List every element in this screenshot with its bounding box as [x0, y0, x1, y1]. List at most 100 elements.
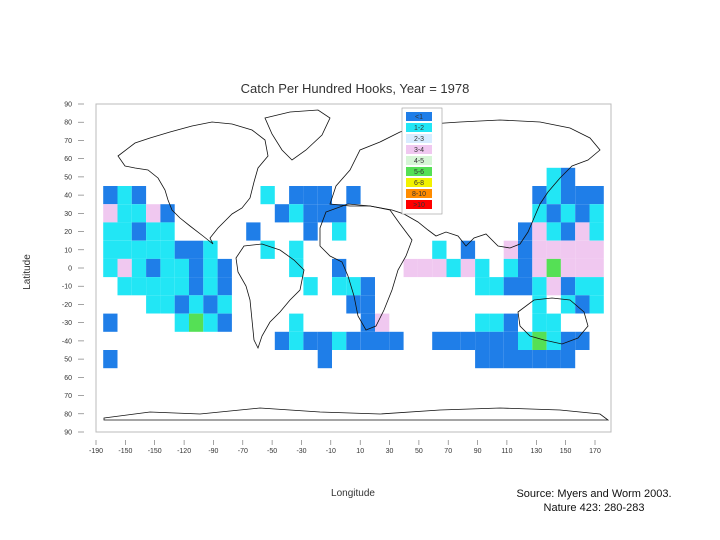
catch-cell — [332, 331, 347, 350]
catch-cell — [117, 204, 132, 223]
x-axis-ticks: -190 -150 -150 -120 -90 -70 -50 -30 -10 10 30 50 70 9… — [89, 440, 601, 455]
catch-cell — [532, 295, 547, 314]
catch-cell — [146, 222, 161, 241]
catch-cell — [575, 204, 590, 223]
catch-cell — [417, 258, 433, 278]
catch-cell — [532, 331, 547, 350]
legend-label: 3-4 — [414, 147, 424, 154]
catch-cell — [546, 204, 561, 223]
x-axis-label: Longitude — [331, 488, 375, 499]
catch-cell — [560, 258, 576, 278]
chart-title: Catch Per Hundred Hooks, Year = 1978 — [241, 81, 470, 96]
legend-swatch — [406, 145, 432, 154]
catch-cell — [360, 331, 375, 350]
y-tick-label: 70 — [64, 138, 72, 145]
catch-cell — [532, 258, 547, 278]
catch-cell — [575, 258, 590, 278]
catch-cell — [160, 258, 175, 278]
x-tick-label: -120 — [177, 448, 191, 455]
y-axis-ticks: 90 80 70 60 50 40 30 20 10 0 -10 -20 -30 -40 50 60 70 80 9… — [62, 102, 84, 437]
catch-cell — [503, 277, 518, 296]
catch-cell — [546, 331, 561, 350]
catch-cell — [203, 313, 218, 332]
catch-cell — [460, 240, 476, 259]
catch-cell — [475, 277, 490, 296]
catch-cell — [460, 331, 476, 350]
legend-label: 6-8 — [414, 180, 424, 187]
catch-cell — [131, 277, 147, 296]
catch-cell — [303, 222, 318, 241]
catch-cell — [518, 240, 533, 259]
catch-cell — [103, 258, 118, 278]
catch-cell — [174, 295, 189, 314]
australia-outline — [517, 297, 589, 345]
catch-cell — [332, 222, 347, 241]
catch-cell — [532, 350, 547, 369]
x-tick-label: 110 — [501, 448, 512, 455]
x-tick-label: -90 — [208, 448, 218, 455]
catch-cell — [289, 186, 304, 205]
catch-cell — [546, 240, 561, 259]
catch-cell — [189, 277, 204, 296]
legend-label: >10 — [413, 202, 425, 209]
source-line-2: Nature 423: 280-283 — [543, 502, 645, 514]
greenland-outline — [264, 109, 331, 161]
catch-cell — [217, 258, 232, 278]
catch-cell — [489, 313, 504, 332]
y-tick-label: 40 — [64, 193, 72, 200]
source-line-1: Source: Myers and Worm 2003. — [516, 488, 672, 500]
north-america-outline — [117, 121, 269, 245]
catch-cell — [289, 204, 304, 223]
catch-cell — [103, 186, 118, 205]
x-tick-label: -50 — [267, 448, 277, 455]
y-tick-label: 50 — [64, 357, 72, 364]
catch-cell — [117, 222, 132, 241]
catch-cell — [146, 258, 161, 278]
catch-cell — [575, 186, 590, 205]
legend-swatch — [406, 200, 432, 209]
legend-swatch — [406, 112, 432, 121]
catch-cell — [117, 258, 132, 278]
y-tick-label: 60 — [64, 156, 72, 163]
catch-cell — [518, 350, 533, 369]
catch-cell — [360, 295, 375, 314]
catch-cell — [575, 277, 590, 296]
legend-swatch — [406, 189, 432, 198]
catch-cell — [117, 240, 132, 259]
catch-cell — [131, 240, 147, 259]
y-tick-label: -40 — [62, 338, 72, 345]
catch-cell — [246, 222, 261, 241]
catch-cell — [289, 240, 304, 259]
catch-cell — [146, 295, 161, 314]
x-tick-label: -190 — [89, 448, 103, 455]
catch-cell — [346, 277, 361, 296]
catch-cell — [403, 258, 418, 278]
catch-cell — [160, 277, 175, 296]
catch-cell — [117, 186, 132, 205]
catch-cell — [160, 222, 175, 241]
y-tick-label: -10 — [62, 284, 72, 291]
catch-cell — [131, 222, 147, 241]
catch-cell — [317, 204, 332, 223]
catch-cell — [146, 240, 161, 259]
catch-cell — [317, 186, 332, 205]
catch-cell — [575, 222, 590, 241]
catch-cell — [589, 222, 604, 241]
catch-cell — [303, 277, 318, 296]
catch-cell — [532, 277, 547, 296]
y-tick-label: -20 — [62, 302, 72, 309]
africa-outline — [319, 203, 413, 331]
catch-cell — [432, 240, 447, 259]
catch-cell — [546, 350, 561, 369]
catch-cell — [589, 186, 604, 205]
catch-cell — [532, 240, 547, 259]
legend-label: 4-5 — [414, 158, 424, 165]
legend-label: 5-6 — [414, 169, 424, 176]
catch-cell — [489, 350, 504, 369]
catch-cell — [174, 277, 189, 296]
catch-cell — [174, 258, 189, 278]
y-tick-label: -30 — [62, 320, 72, 327]
catch-cell — [146, 204, 161, 223]
catch-cell — [303, 204, 318, 223]
